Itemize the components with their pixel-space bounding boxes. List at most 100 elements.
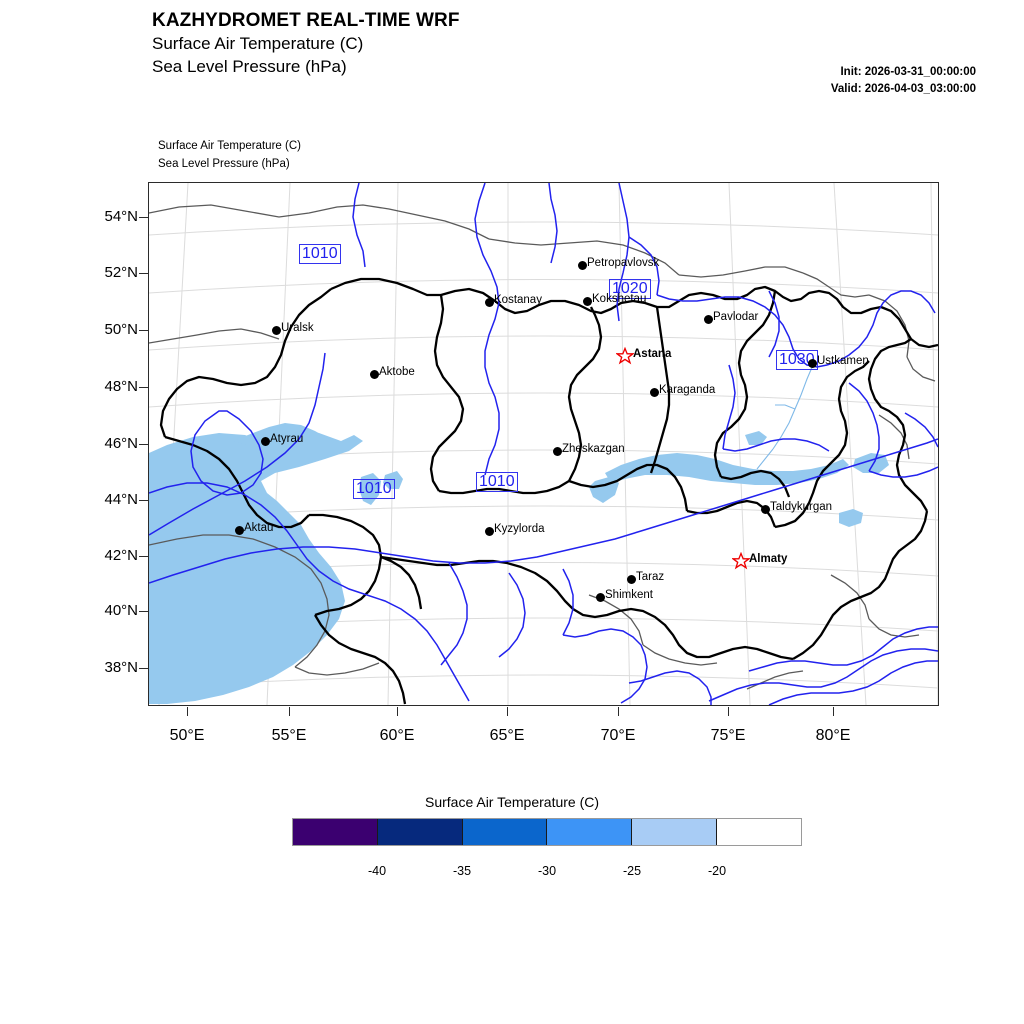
rivers [756, 364, 814, 470]
pressure-label: 1010 [299, 244, 341, 265]
city-label: Astana [633, 348, 672, 360]
title-block: KAZHYDROMET REAL-TIME WRF Surface Air Te… [152, 8, 460, 78]
pressure-label: 1020 [609, 279, 651, 300]
x-axis-tick-mark [187, 707, 189, 716]
pressure-label: 1010 [353, 479, 395, 500]
y-axis-tick-mark [139, 444, 148, 446]
model-run-info: Init: 2026-03-31_00:00:00 Valid: 2026-04… [831, 64, 976, 97]
country-borders [159, 277, 938, 705]
y-axis-tick-mark [139, 611, 148, 613]
colorbar-tick-label: -20 [707, 864, 727, 878]
water-bodies [149, 423, 889, 704]
x-axis-tick-label: 55°E [271, 727, 307, 744]
field-label-pressure: Sea Level Pressure (hPa) [158, 157, 290, 170]
y-axis-tick-label: 50°N [104, 321, 138, 338]
city-dot-icon [626, 574, 636, 584]
city-dot-icon [369, 369, 379, 379]
map-plot-area[interactable]: 1010 1020 1010 1010 1030 Petropavlovsk Kostan… [148, 182, 939, 706]
colorbar-swatch[interactable] [461, 819, 547, 845]
city-dot-icon [703, 314, 713, 324]
city-label: Ustkamen [817, 355, 869, 367]
colorbar-swatch[interactable] [716, 819, 801, 845]
y-axis-tick-label: 52°N [104, 264, 138, 281]
city-label: Pavlodar [713, 311, 759, 323]
y-axis-tick-label: 48°N [104, 378, 138, 395]
colorbar-swatch[interactable] [376, 819, 462, 845]
city-label: Aktobe [379, 366, 415, 378]
isobars [149, 183, 938, 705]
colorbar-swatch[interactable] [293, 819, 377, 845]
page-title: KAZHYDROMET REAL-TIME WRF [152, 10, 460, 31]
colorbar-swatch[interactable] [546, 819, 632, 845]
pressure-label: 1030 [776, 350, 818, 371]
map-graphics [149, 183, 938, 705]
x-axis-tick-mark [507, 707, 509, 716]
city-label: Taraz [636, 571, 665, 583]
x-axis-tick-label: 75°E [710, 727, 746, 744]
x-axis-tick-label: 50°E [169, 727, 205, 744]
colorbar-tick-labels: -40 -35 -30 -25 -20 [292, 864, 802, 882]
city-label: Uralsk [281, 322, 314, 334]
y-axis-tick-mark [139, 330, 148, 332]
city-dot-icon [484, 526, 494, 536]
city-dot-icon [760, 504, 770, 514]
city-label: Shimkent [605, 589, 653, 601]
colorbar-tick-label: -40 [367, 864, 387, 878]
y-axis-tick-mark [139, 500, 148, 502]
y-axis-tick-mark [139, 273, 148, 275]
city-label: Kyzylorda [494, 523, 545, 535]
city-label: Petropavlovsk [587, 257, 660, 269]
capital-star-icon [732, 552, 750, 570]
city-dot-icon [582, 296, 592, 306]
city-label: Kostanay [494, 294, 542, 306]
y-axis-tick-label: 38°N [104, 659, 138, 676]
x-axis-tick-label: 65°E [489, 727, 525, 744]
y-axis-tick-label: 54°N [104, 208, 138, 225]
city-label: Karaganda [659, 384, 716, 396]
field-label-temperature: Surface Air Temperature (C) [158, 140, 301, 152]
y-axis-tick-mark [139, 556, 148, 558]
title-subtitle-pressure: Sea Level Pressure (hPa) [152, 56, 347, 76]
city-label: Almaty [749, 553, 788, 565]
y-axis-tick-label: 46°N [104, 435, 138, 452]
city-label: Zheskazgan [562, 443, 625, 455]
y-axis-tick-label: 44°N [104, 491, 138, 508]
colorbar-swatch[interactable] [631, 819, 717, 845]
title-subtitle-temperature: Surface Air Temperature (C) [152, 34, 364, 54]
field-label-block: Surface Air Temperature (C) Sea Level Pr… [158, 138, 301, 174]
valid-time-label: Valid: 2026-04-03_03:00:00 [830, 82, 976, 95]
colorbar-tick-label: -30 [537, 864, 557, 878]
city-dot-icon [649, 387, 659, 397]
x-axis-tick-mark [618, 707, 620, 716]
city-label: Taldykurgan [770, 501, 833, 513]
colorbar[interactable] [292, 818, 802, 846]
city-dot-icon [271, 325, 281, 335]
x-axis-tick-mark [728, 707, 730, 716]
capital-star-icon [616, 347, 634, 365]
region-boundaries [149, 204, 936, 690]
colorbar-title: Surface Air Temperature (C) [424, 794, 600, 810]
y-axis-tick-label: 40°N [104, 602, 138, 619]
city-dot-icon [552, 446, 562, 456]
city-dot-icon [577, 260, 587, 270]
city-dot-icon [595, 592, 605, 602]
y-axis-tick-mark [139, 387, 148, 389]
city-dot-icon [260, 436, 270, 446]
pressure-label: 1010 [476, 472, 518, 493]
colorbar-tick-label: -35 [452, 864, 472, 878]
init-time-label: Init: 2026-03-31_00:00:00 [840, 66, 976, 78]
x-axis-tick-mark [289, 707, 291, 716]
x-axis-tick-label: 80°E [815, 727, 851, 744]
city-dot-icon [484, 297, 494, 307]
y-axis-tick-mark [139, 217, 148, 219]
x-axis-tick-label: 60°E [379, 727, 415, 744]
x-axis-tick-label: 70°E [600, 727, 636, 744]
city-label: Aktau [244, 522, 274, 534]
y-axis-tick-label: 42°N [104, 547, 138, 564]
city-dot-icon [234, 525, 244, 535]
x-axis-tick-mark [833, 707, 835, 716]
city-dot-icon [807, 358, 817, 368]
city-label: Kokshetau [592, 293, 647, 305]
city-label: Atyrau [270, 433, 304, 445]
colorbar-tick-label: -25 [622, 864, 642, 878]
